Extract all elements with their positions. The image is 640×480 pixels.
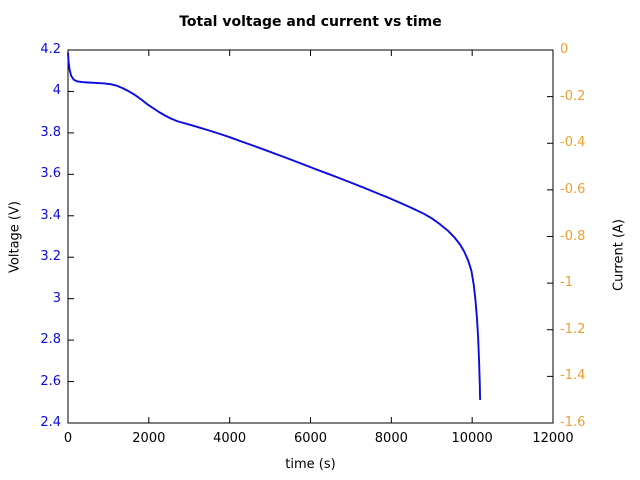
voltage-tick-label: 3 — [52, 290, 61, 306]
current-tick-label: -1.4 — [560, 368, 586, 384]
time-axis-label: time (s) — [285, 457, 336, 472]
voltage-tick-label: 4.2 — [40, 42, 61, 57]
x-tick-label: 10000 — [451, 431, 493, 446]
x-tick-label: 4000 — [213, 431, 247, 446]
x-tick-label: 2000 — [132, 431, 166, 446]
x-tick-label: 0 — [63, 431, 73, 446]
voltage-tick-label: 3.2 — [40, 249, 61, 265]
x-tick-label: 8000 — [374, 431, 408, 446]
current-tick-label: -1 — [560, 275, 573, 291]
current-tick-label: -0.6 — [560, 181, 586, 197]
current-tick-label: -0.2 — [560, 88, 586, 104]
chart-title: Total voltage and current vs time — [179, 14, 442, 30]
voltage-tick-label: 2.4 — [40, 415, 61, 430]
current-tick-label: -0.4 — [560, 135, 586, 151]
voltage-tick-label: 3.4 — [40, 207, 61, 223]
x-tick-label: 6000 — [293, 431, 328, 446]
voltage-tick-label: 3.6 — [40, 166, 61, 182]
current-tick-label: -1.6 — [560, 415, 586, 430]
x-tick-label: 12000 — [532, 431, 574, 446]
voltage-tick-label: 2.8 — [40, 332, 61, 348]
voltage-tick-label: 2.6 — [40, 373, 61, 389]
plot-frame — [67, 49, 554, 424]
voltage-tick-label: 4 — [52, 83, 61, 99]
current-tick-label: 0 — [560, 42, 569, 57]
current-tick-label: -0.8 — [560, 228, 586, 244]
voltage-tick-label: 3.8 — [40, 124, 61, 140]
voltage-curve — [67, 52, 482, 401]
current-tick-label: -1.2 — [560, 321, 586, 337]
